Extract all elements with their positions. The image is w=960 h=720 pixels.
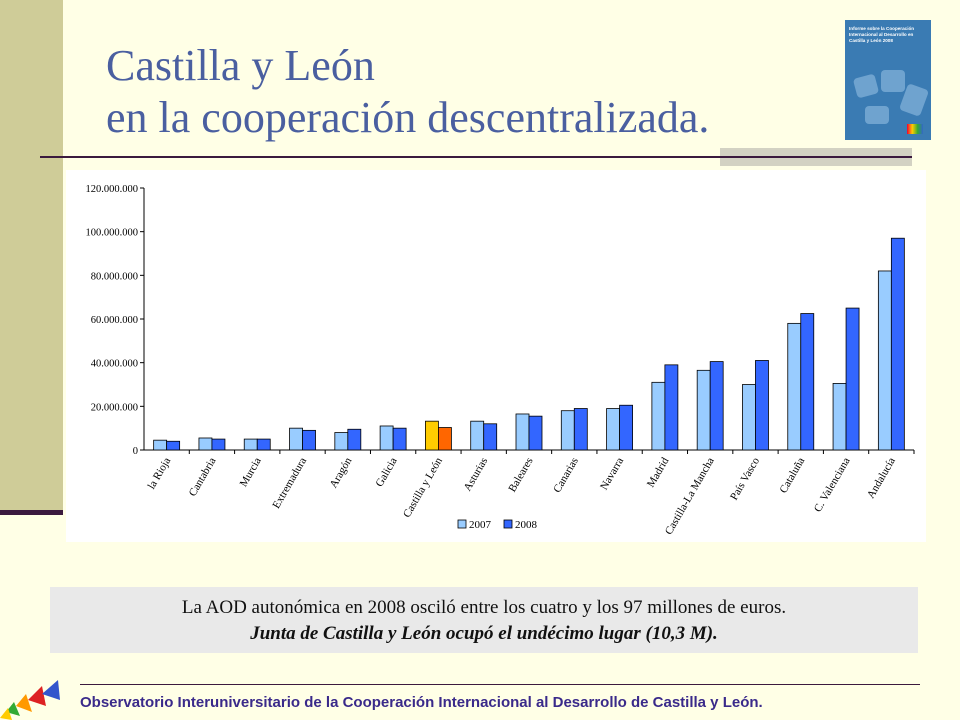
- legend-swatch-2008: [503, 519, 513, 529]
- bar-2007: [742, 384, 756, 451]
- footer-rule: [80, 684, 920, 685]
- note-line-1: La AOD autonómica en 2008 osciló entre l…: [181, 597, 787, 618]
- report-cover-image: Informe sobre la Cooperación Internacion…: [845, 20, 931, 140]
- note-box: La AOD autonómica en 2008 osciló entre l…: [50, 587, 918, 653]
- bar-2008: [619, 404, 633, 451]
- bar-2007: [334, 432, 349, 451]
- y-tick-label: 0: [133, 446, 138, 457]
- cover-shape: [852, 73, 880, 99]
- observatorio-logo-icon: [0, 680, 60, 720]
- legend-label-2007: 2007: [469, 519, 492, 531]
- bar-2008: [392, 427, 407, 451]
- cover-text: Informe sobre la Cooperación Internacion…: [849, 26, 915, 43]
- x-tick-label: Extremadura: [270, 455, 309, 510]
- bar-2008: [709, 361, 724, 451]
- bar-2008: [528, 415, 543, 451]
- bar-chart: 0 20.000.000 40.000.000 60.000.000 80.000.00…: [86, 184, 915, 537]
- title-line-2: en la cooperación descentralizada.: [106, 93, 710, 142]
- bar-2007: [289, 427, 303, 451]
- x-tick-label: Cataluña: [777, 455, 807, 495]
- bar-2008: [890, 237, 905, 451]
- title-line-1: Castilla y León: [106, 41, 375, 90]
- bar-2007: [651, 381, 666, 451]
- bar-2007: [198, 437, 213, 451]
- bar-2008: [166, 440, 181, 451]
- x-tick-label: Murcia: [238, 455, 264, 489]
- bar-2007: [379, 425, 394, 451]
- x-tick-label: Canarias: [551, 456, 581, 495]
- y-tick-label: 100.000.000: [86, 228, 139, 239]
- bar-2008: [664, 364, 679, 451]
- bar-2007: [515, 413, 530, 451]
- bar-2008: [845, 307, 860, 451]
- x-tick-label: Castilla y León: [401, 455, 445, 520]
- bar-2008: [483, 423, 498, 451]
- bar-2007: [425, 420, 439, 451]
- bar-2007: [560, 410, 575, 451]
- y-tick-label: 40.000.000: [91, 359, 138, 370]
- bar-2007: [243, 438, 258, 451]
- cover-shape: [865, 106, 889, 124]
- cover-shape: [881, 70, 905, 92]
- y-tick-label: 80.000.000: [91, 271, 138, 282]
- bar-2008: [800, 313, 815, 451]
- bar-2007: [470, 420, 485, 451]
- y-tick-label: 120.000.000: [86, 184, 139, 195]
- x-tick-label: C. Valenciana: [812, 455, 853, 514]
- bar-2008: [573, 408, 588, 451]
- cover-logo-icon: [907, 124, 923, 134]
- note-line-2: Junta de Castilla y León ocupó el undéci…: [250, 623, 718, 644]
- bar-2007: [832, 383, 847, 451]
- bar-2007: [153, 439, 168, 451]
- x-tick-label: Aragón: [328, 455, 355, 490]
- bar-2008: [755, 360, 769, 451]
- bar-2007: [877, 270, 892, 451]
- x-tick-label: Asturias: [462, 456, 491, 494]
- bar-2008: [256, 438, 271, 451]
- bar-2007: [787, 322, 802, 451]
- chart-area: 0 20.000.000 40.000.000 60.000.000 80.000.00…: [66, 170, 926, 542]
- title-rule: [40, 156, 912, 158]
- bar-2008: [302, 429, 316, 451]
- bar-2007: [606, 408, 620, 451]
- x-tick-label: País Vasco: [728, 455, 762, 502]
- x-tick-label: Castilla-La Mancha: [663, 455, 717, 536]
- legend-swatch-2007: [457, 519, 467, 529]
- left-decorative-bar: [0, 0, 63, 515]
- x-tick-label: Madrid: [645, 455, 672, 489]
- bar-2008: [438, 427, 452, 451]
- x-tick-label: Galicia: [373, 455, 399, 489]
- y-tick-label: 60.000.000: [91, 315, 138, 326]
- x-tick-label: Navarra: [598, 455, 626, 492]
- legend-label-2008: 2008: [515, 519, 538, 531]
- bar-2007: [696, 369, 711, 451]
- bar-2008: [211, 438, 226, 451]
- x-tick-label: Cantabria: [187, 455, 219, 498]
- x-tick-label: Andalucía: [865, 455, 898, 500]
- y-tick-label: 20.000.000: [91, 402, 138, 413]
- x-tick-label: la Rioja: [146, 455, 174, 491]
- footer-text: Observatorio Interuniversitario de la Co…: [80, 694, 763, 711]
- slide-title: Castilla y León en la cooperación descen…: [106, 40, 709, 144]
- bar-2008: [347, 428, 362, 451]
- x-tick-label: Baleares: [506, 456, 535, 495]
- left-bar-end: [0, 510, 63, 515]
